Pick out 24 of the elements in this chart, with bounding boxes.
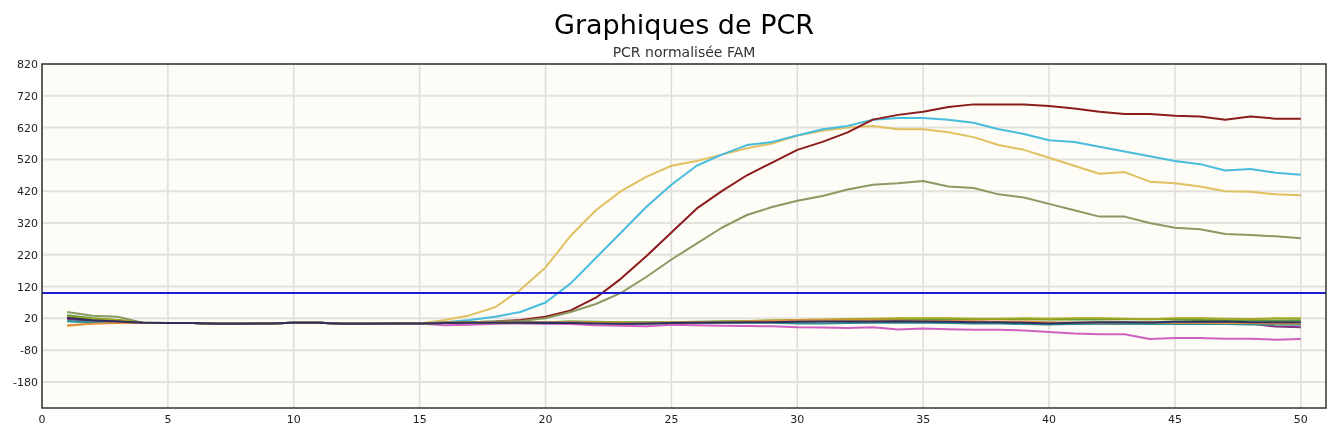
y-tick-label: -80 <box>20 344 38 358</box>
y-tick-label: -180 <box>13 375 38 389</box>
y-tick-label: 320 <box>17 216 38 230</box>
x-tick-label: 0 <box>38 413 46 426</box>
x-tick-label: 25 <box>664 413 679 426</box>
x-tick-label: 35 <box>916 413 931 426</box>
y-tick-label: 20 <box>24 312 38 326</box>
x-tick-label: 20 <box>538 413 553 426</box>
x-tick-label: 40 <box>1042 413 1057 426</box>
x-tick-label: 15 <box>412 413 427 426</box>
x-tick-label: 45 <box>1167 413 1182 426</box>
chart-subtitle: PCR normalisée FAM <box>612 44 756 60</box>
x-tick-label: 50 <box>1293 413 1308 426</box>
y-tick-label: 820 <box>17 58 38 71</box>
x-tick-label: 30 <box>790 413 805 426</box>
chart-title: Graphiques de PCR <box>553 9 815 40</box>
x-tick-label: 10 <box>286 413 301 426</box>
y-tick-label: 220 <box>17 248 38 262</box>
y-tick-label: 520 <box>17 153 38 167</box>
y-tick-label: 720 <box>17 89 38 103</box>
x-tick-label: 5 <box>164 413 172 426</box>
y-tick-label: 620 <box>17 121 38 135</box>
y-tick-label: 420 <box>17 185 38 199</box>
y-tick-label: 120 <box>17 280 38 294</box>
